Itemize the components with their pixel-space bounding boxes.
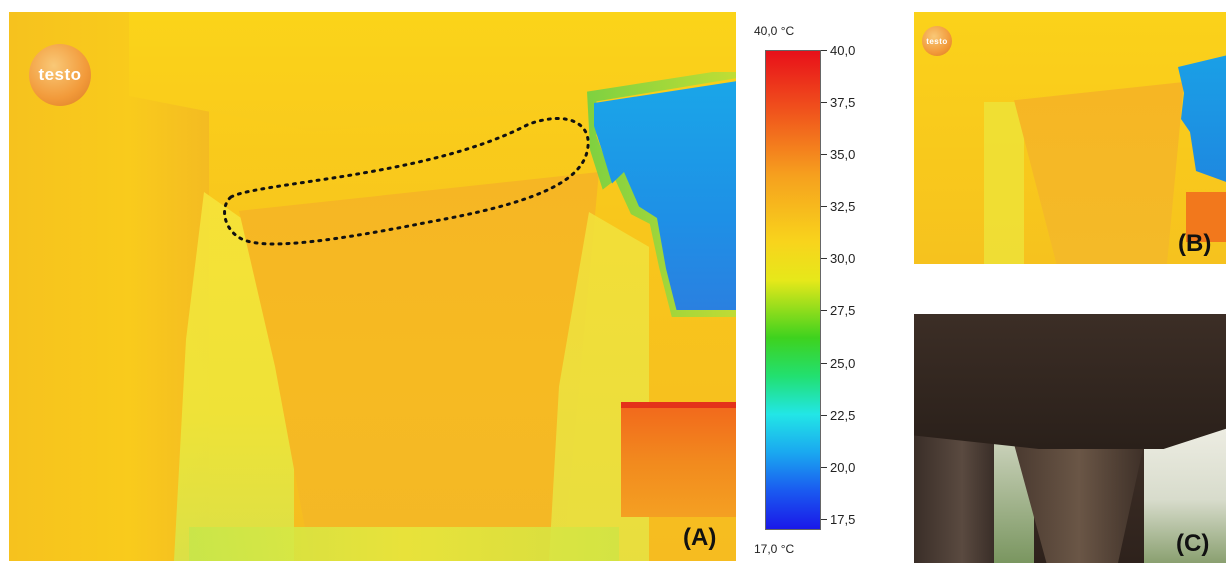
inner-thigh-region (1014, 82, 1184, 264)
scale-max-label: 40,0 °C (754, 24, 795, 38)
tick-label: 32,5 (830, 199, 856, 215)
warm-background-object (621, 402, 736, 517)
tick-label: 22,5 (830, 407, 856, 423)
scale-tick: 40,0 (821, 42, 856, 58)
testo-logo: testo (29, 44, 91, 106)
scale-tick: 20,0 (821, 459, 856, 475)
tick-mark (821, 310, 827, 312)
scale-tick: 30,0 (821, 251, 856, 267)
scale-tick: 27,5 (821, 303, 856, 319)
testo-logo: testo (922, 26, 952, 56)
scale-tick: 37,5 (821, 94, 856, 110)
belly-photo (914, 314, 1226, 449)
tick-label: 37,5 (830, 94, 856, 110)
warm-background-object (1186, 192, 1226, 242)
temperature-scale: 40,0 °C 40,0 37,5 35,0 32,5 30,0 27,5 25,0 22,5… (740, 12, 890, 561)
tick-label: 17,5 (830, 512, 856, 528)
tick-label: 20,0 (830, 459, 856, 475)
scale-tick: 17,5 (821, 512, 856, 528)
scale-tick: 35,0 (821, 146, 856, 162)
thermal-image-secondary: testo (B) (914, 12, 1226, 264)
scale-tick: 22,5 (821, 407, 856, 423)
scale-min-label: 17,0 °C (754, 542, 795, 556)
tick-label: 40,0 (830, 42, 856, 58)
tick-mark (821, 414, 827, 416)
ground-region (189, 527, 619, 561)
panel-label-a: (A) (683, 524, 717, 551)
tick-label: 25,0 (830, 355, 856, 371)
tick-mark (821, 49, 827, 51)
scale-tick: 25,0 (821, 355, 856, 371)
color-scale-bar (765, 50, 821, 530)
tick-label: 27,5 (830, 303, 856, 319)
tick-mark (821, 153, 827, 155)
background-gap (984, 102, 1024, 264)
tick-label: 30,0 (830, 251, 856, 267)
visible-photo: (C) (914, 314, 1226, 563)
scale-tick: 32,5 (821, 199, 856, 215)
scale-ticks: 40,0 37,5 35,0 32,5 30,0 27,5 25,0 22,5 20,0 17,5 (821, 43, 881, 530)
inner-thigh-region (239, 172, 599, 561)
thermal-image-main: testo (A) (9, 12, 736, 561)
panel-label-c: (C) (1176, 530, 1210, 557)
tick-mark (821, 466, 827, 468)
tick-mark (821, 362, 827, 364)
dotted-region-outline (223, 117, 590, 246)
panel-label-b: (B) (1178, 230, 1212, 257)
tick-mark (821, 206, 827, 208)
tick-mark (821, 519, 827, 521)
tick-mark (821, 258, 827, 260)
tick-label: 35,0 (830, 146, 856, 162)
tick-mark (821, 101, 827, 103)
